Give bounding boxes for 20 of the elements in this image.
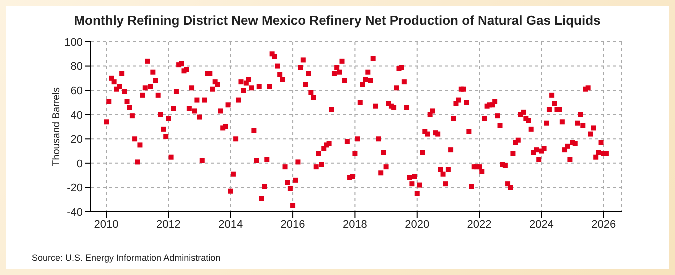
x-tick-label: 2010 xyxy=(94,218,119,231)
x-tick-label: 2016 xyxy=(280,218,306,231)
y-axis-title: Thousand Barrels xyxy=(52,88,63,166)
y-tick-label: 80 xyxy=(70,61,83,74)
x-tick-label: 2020 xyxy=(405,218,430,231)
x-tick-label: 2018 xyxy=(342,218,368,231)
x-tick-label: 2026 xyxy=(592,218,616,231)
y-tick-label: 100 xyxy=(64,36,83,49)
y-tick-label: 20 xyxy=(70,134,83,146)
chart-title: Monthly Refining District New Mexico Refinery Net Production of Natural Gas Liquids xyxy=(73,13,602,28)
x-tick-label: 2022 xyxy=(467,218,492,231)
y-tick-label: 40 xyxy=(70,110,83,122)
source-note: Source: U.S. Energy Information Administration xyxy=(32,253,221,263)
y-tick-label: 60 xyxy=(70,85,83,98)
y-tick-label: -40 xyxy=(67,206,83,219)
x-tick-label: 2012 xyxy=(156,218,181,231)
x-tick-label: 2014 xyxy=(218,218,244,231)
y-tick-label: -20 xyxy=(67,182,83,195)
x-tick-label: 2024 xyxy=(529,218,554,231)
y-tick-label: 0 xyxy=(76,158,83,170)
